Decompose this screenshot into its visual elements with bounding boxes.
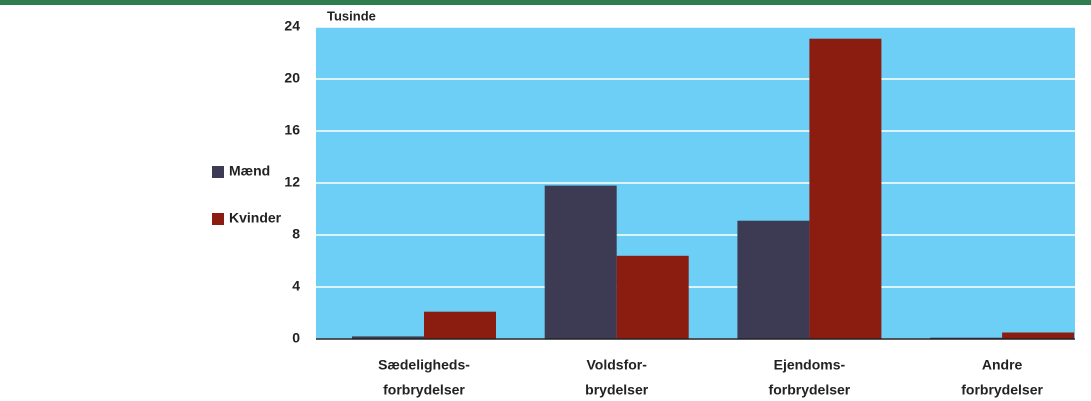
- legend-label: Kvinder: [229, 210, 282, 226]
- x-tick-label: Sædeligheds-: [378, 357, 470, 373]
- x-tick-label: brydelser: [585, 382, 649, 398]
- legend-swatch: [212, 166, 224, 178]
- y-tick-label: 24: [284, 18, 300, 34]
- top-rule: [0, 0, 1091, 5]
- x-tick-label: forbrydelser: [961, 382, 1043, 398]
- bar: [352, 336, 424, 339]
- y-axis-label: Tusinde: [327, 8, 376, 23]
- bar: [809, 38, 882, 339]
- x-tick-label: Ejendoms-: [774, 357, 846, 373]
- legend-label: Mænd: [229, 163, 270, 179]
- y-tick-label: 12: [284, 174, 300, 190]
- y-tick-label: 0: [292, 330, 300, 346]
- y-tick-label: 4: [292, 278, 300, 294]
- bar: [544, 185, 617, 339]
- y-tick-label: 16: [284, 122, 300, 138]
- bar: [1002, 332, 1075, 339]
- x-tick-label: Andre: [982, 357, 1023, 373]
- x-tick-label: Voldsfor-: [586, 357, 647, 373]
- bar: [616, 255, 689, 339]
- x-tick-label: forbrydelser: [383, 382, 465, 398]
- legend-swatch: [212, 213, 224, 225]
- bar: [737, 220, 810, 339]
- y-tick-label: 8: [292, 226, 300, 242]
- bar: [424, 311, 496, 339]
- x-tick-label: forbrydelser: [769, 382, 851, 398]
- y-tick-label: 20: [284, 70, 300, 86]
